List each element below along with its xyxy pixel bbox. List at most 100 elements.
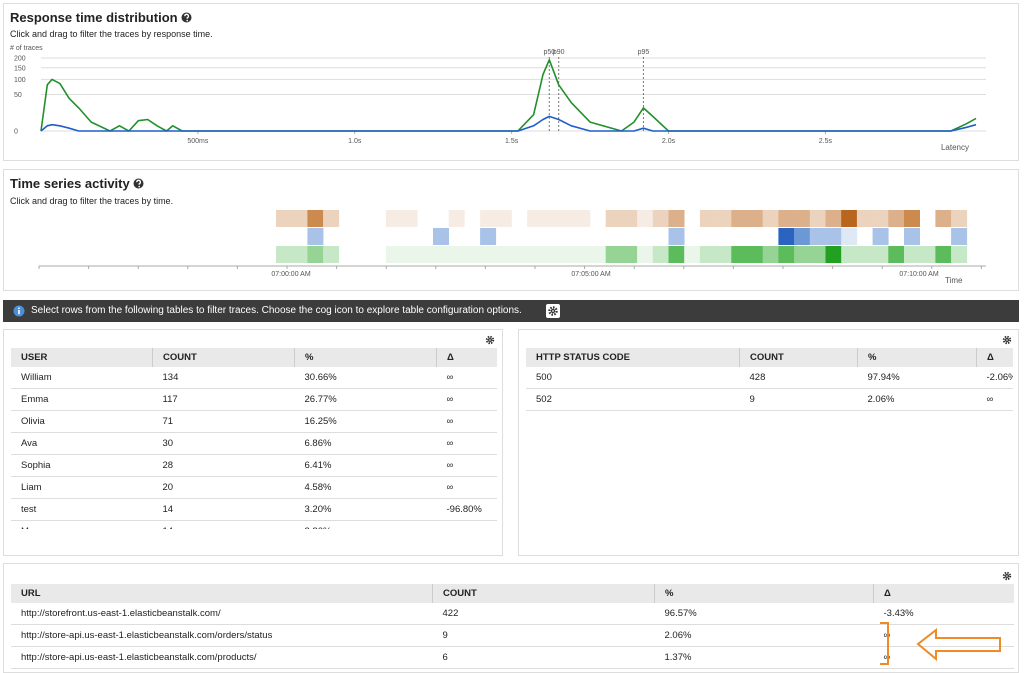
table-cell: 422 bbox=[432, 603, 655, 625]
heat-cell bbox=[699, 210, 716, 227]
heat-cell bbox=[841, 228, 858, 245]
heat-cell bbox=[778, 210, 795, 227]
table-row[interactable]: test 14 3.20% -96.80% bbox=[11, 498, 497, 521]
heat-cell bbox=[731, 210, 748, 227]
heat-cell bbox=[888, 246, 905, 263]
distribution-chart[interactable]: # of traces Latency 0 50 100 150 200 500ms 1.0… bbox=[4, 4, 1019, 161]
column-header[interactable]: COUNT bbox=[152, 348, 295, 367]
heat-cell bbox=[558, 246, 575, 263]
heat-cell bbox=[872, 228, 889, 245]
column-header[interactable]: COUNT bbox=[739, 348, 858, 367]
table-cell: -- bbox=[436, 520, 497, 529]
table-cell: http://storefront.us-east-1.elasticbeans… bbox=[11, 603, 433, 625]
table-cell: 14 bbox=[152, 498, 295, 521]
x-tick-label: 1.0s bbox=[348, 138, 362, 145]
table-cell: 28 bbox=[152, 454, 295, 477]
column-header[interactable]: Δ bbox=[873, 584, 1014, 603]
table-cell: 428 bbox=[739, 367, 858, 389]
table-row[interactable]: http://storefront.us-east-1.elasticbeans… bbox=[11, 603, 1014, 625]
table-cell: ∞ bbox=[873, 624, 1014, 647]
column-header[interactable]: HTTP STATUS CODE bbox=[526, 348, 740, 367]
column-header[interactable]: % bbox=[857, 348, 977, 367]
help-icon[interactable] bbox=[181, 12, 192, 23]
heat-cell bbox=[307, 246, 324, 263]
table-cell: 30 bbox=[152, 432, 295, 455]
column-header[interactable]: Δ bbox=[976, 348, 1013, 367]
heat-cell bbox=[668, 210, 685, 227]
heat-cell bbox=[480, 246, 497, 263]
heat-cell bbox=[652, 246, 669, 263]
heat-cell bbox=[668, 246, 685, 263]
table-cell: 4.58% bbox=[294, 476, 437, 499]
heat-cell bbox=[291, 210, 308, 227]
heat-cell bbox=[778, 228, 795, 245]
data-table: HTTP STATUS CODE COUNT% Δ 500 428 97.94% -2.06… bbox=[526, 348, 1013, 411]
heat-cell bbox=[778, 246, 795, 263]
table-cell: 20 bbox=[152, 476, 295, 499]
heat-cell bbox=[401, 210, 418, 227]
heat-cell bbox=[762, 246, 779, 263]
heat-cell bbox=[951, 210, 968, 227]
table-row[interactable]: Olivia 71 16.25% ∞ bbox=[11, 410, 497, 433]
column-header[interactable]: Δ bbox=[436, 348, 497, 367]
heat-cell bbox=[841, 246, 858, 263]
table-row[interactable]: Sophia 28 6.41% ∞ bbox=[11, 454, 497, 477]
help-icon[interactable] bbox=[133, 178, 144, 189]
table-cell: Sophia bbox=[11, 454, 153, 477]
panel-title: Time series activity bbox=[10, 176, 144, 191]
latency-line bbox=[40, 59, 977, 132]
heat-cell bbox=[809, 228, 826, 245]
column-header[interactable]: URL bbox=[11, 584, 433, 603]
user-panel: USER COUNT% Δ William 134 30.66% ∞ Emma 117 26.77… bbox=[3, 329, 503, 556]
table-row[interactable]: http://store-api.us-east-1.elasticbeanst… bbox=[11, 646, 1014, 669]
column-header[interactable]: % bbox=[294, 348, 437, 367]
heat-cell bbox=[904, 246, 920, 263]
table-row[interactable]: Liam 20 4.58% ∞ bbox=[11, 476, 497, 499]
table-cell: 3.20% bbox=[294, 498, 437, 521]
heat-cell bbox=[809, 210, 826, 227]
table-row[interactable]: Ava 30 6.86% ∞ bbox=[11, 432, 497, 455]
time-tick-label: 07:00:00 AM bbox=[271, 271, 310, 278]
table-row[interactable]: http://store-api.us-east-1.elasticbeanst… bbox=[11, 624, 1014, 647]
table-cell: test bbox=[11, 498, 153, 521]
timeseries-chart[interactable]: Time 07:00:00 AM 07:05:00 AM 07:10:00 AM bbox=[4, 170, 1019, 291]
heat-cell bbox=[715, 246, 732, 263]
cog-button[interactable] bbox=[546, 304, 560, 318]
x-tick-label: 500ms bbox=[187, 138, 209, 145]
heat-cell bbox=[385, 246, 402, 263]
table-cell: http://store-api.us-east-1.elasticbeanst… bbox=[11, 646, 433, 669]
heat-cell bbox=[323, 246, 340, 263]
table-cell: ∞ bbox=[436, 410, 497, 433]
table-cell: ∞ bbox=[436, 432, 497, 455]
heat-cell bbox=[856, 246, 873, 263]
heat-cell bbox=[747, 246, 763, 263]
heat-cell bbox=[951, 228, 968, 245]
heat-cell bbox=[495, 210, 512, 227]
table-row[interactable]: 502 9 2.06% ∞ bbox=[526, 388, 1013, 411]
heat-cell bbox=[401, 246, 418, 263]
table-row[interactable]: Mason143.20%-- bbox=[11, 520, 497, 529]
x-tick-label: 1.5s bbox=[505, 138, 519, 145]
column-header[interactable]: USER bbox=[11, 348, 153, 367]
heat-cell bbox=[448, 210, 465, 227]
table-cell: Ava bbox=[11, 432, 153, 455]
heat-cell bbox=[825, 246, 842, 263]
heat-cell bbox=[558, 210, 575, 227]
table-cell: ∞ bbox=[976, 388, 1013, 411]
column-header[interactable]: COUNT bbox=[432, 584, 655, 603]
table-cell: 9 bbox=[739, 388, 858, 411]
heat-cell bbox=[919, 246, 936, 263]
table-row[interactable]: William 134 30.66% ∞ bbox=[11, 367, 497, 389]
table-row[interactable]: Emma 117 26.77% ∞ bbox=[11, 388, 497, 411]
heat-cell bbox=[731, 246, 748, 263]
heat-cell bbox=[621, 210, 638, 227]
column-header[interactable]: % bbox=[654, 584, 874, 603]
response-panel: Response time distribution Click and dra… bbox=[3, 3, 1019, 161]
x-tick-label: 2.5s bbox=[819, 138, 833, 145]
heat-cell bbox=[417, 246, 434, 263]
table-cell: 97.94% bbox=[857, 367, 977, 389]
table-cell: -96.80% bbox=[436, 498, 497, 521]
table-cell: 500 bbox=[526, 367, 740, 389]
